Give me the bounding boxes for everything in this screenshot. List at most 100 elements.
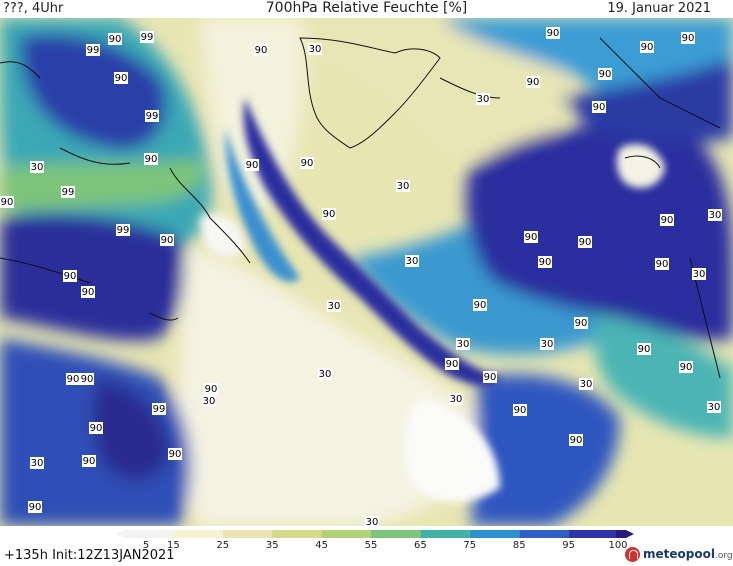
contour-label-90: 90	[513, 404, 527, 416]
legend-tick-label: 35	[266, 540, 279, 548]
svg-text:90: 90	[474, 300, 487, 311]
svg-text:30: 30	[708, 402, 721, 413]
svg-text:30: 30	[457, 339, 470, 350]
contour-label-90: 90	[538, 256, 552, 268]
legend-tick-label: 55	[365, 540, 378, 548]
legend-tick-label: 15	[167, 540, 180, 548]
meteopool-logo-icon	[625, 547, 640, 562]
contour-label-90: 90	[63, 270, 77, 282]
svg-text:30: 30	[693, 269, 706, 280]
contour-label-30: 30	[30, 457, 44, 469]
contour-label-99: 99	[152, 403, 166, 415]
svg-text:90: 90	[446, 359, 459, 370]
valid-date: 19. Januar 2021	[607, 1, 711, 16]
contour-label-90: 90	[681, 32, 695, 44]
contour-label-30: 30	[692, 268, 706, 280]
contour-label-90: 90	[445, 358, 459, 370]
legend-tick-label: 45	[315, 540, 328, 548]
map-header: ???, 4Uhr 700hPa Relative Feuchte [%] 19…	[0, 0, 733, 18]
contour-label-90: 90	[526, 76, 540, 88]
svg-text:99: 99	[87, 45, 100, 56]
legend-tick-label: 95	[562, 540, 575, 548]
contour-label-90: 90	[144, 153, 158, 165]
forecast-info: +135h Init:12Z13JAN2021	[4, 548, 175, 563]
legend-swatch	[371, 530, 421, 538]
contour-label-90: 90	[524, 231, 538, 243]
svg-text:90: 90	[570, 435, 583, 446]
svg-text:90: 90	[83, 456, 96, 467]
svg-text:30: 30	[450, 394, 463, 405]
contour-label-30: 30	[30, 161, 44, 173]
svg-text:90: 90	[323, 209, 336, 220]
contour-label-90: 90	[204, 383, 218, 395]
svg-text:90: 90	[29, 502, 42, 513]
svg-text:99: 99	[62, 187, 75, 198]
svg-text:30: 30	[397, 181, 410, 192]
legend-tick-label: 65	[414, 540, 427, 548]
contour-label-90: 90	[300, 157, 314, 169]
contour-label-30: 30	[405, 255, 419, 267]
run-label: ???, 4Uhr	[3, 1, 64, 16]
svg-text:90: 90	[638, 344, 651, 355]
legend-swatch	[321, 530, 371, 538]
contour-label-90: 90	[322, 208, 336, 220]
svg-text:30: 30	[31, 162, 44, 173]
contour-label-90: 90	[108, 33, 122, 45]
svg-text:90: 90	[115, 73, 128, 84]
contour-label-90: 90	[245, 159, 259, 171]
humidity-map: 90 99 99 90 30 90 90 90	[0, 18, 733, 526]
contour-label-99: 99	[145, 110, 159, 122]
svg-text:90: 90	[255, 45, 268, 56]
contour-label-90: 90	[660, 214, 674, 226]
svg-text:90: 90	[539, 257, 552, 268]
svg-text:90: 90	[246, 160, 259, 171]
svg-text:30: 30	[309, 44, 322, 55]
contour-label-30: 30	[327, 300, 341, 312]
svg-text:90: 90	[90, 423, 103, 434]
contour-label-30: 30	[707, 401, 721, 413]
contour-label-99: 99	[61, 186, 75, 198]
legend-swatch	[568, 530, 618, 538]
humidity-field	[0, 18, 733, 526]
svg-text:30: 30	[406, 256, 419, 267]
contour-labels: 90 99 99 90 30 90 90 90	[0, 27, 722, 526]
svg-text:99: 99	[117, 225, 130, 236]
svg-text:90: 90	[1, 197, 14, 208]
contour-label-90: 90	[483, 371, 497, 383]
coastlines	[0, 37, 721, 379]
svg-text:90: 90	[656, 259, 669, 270]
legend-tick-label: 75	[463, 540, 476, 548]
svg-text:90: 90	[682, 33, 695, 44]
svg-text:90: 90	[599, 69, 612, 80]
brand-name: meteopool	[643, 547, 715, 561]
svg-text:99: 99	[146, 111, 159, 122]
svg-text:90: 90	[525, 232, 538, 243]
legend: 5 15 25 35 45 55 65 75 85 95 100	[0, 526, 733, 566]
svg-text:90: 90	[661, 215, 674, 226]
svg-text:30: 30	[31, 458, 44, 469]
contour-label-90: 90	[160, 234, 174, 246]
svg-text:30: 30	[541, 339, 554, 350]
contour-label-30: 30	[456, 338, 470, 350]
svg-text:90: 90	[579, 237, 592, 248]
contour-label-99: 99	[86, 44, 100, 56]
svg-text:90: 90	[161, 235, 174, 246]
legend-swatch	[469, 530, 520, 538]
contour-label-30: 30	[308, 43, 322, 55]
svg-text:90: 90	[109, 34, 122, 45]
brand-logo: meteopool.org	[623, 545, 733, 565]
contour-label-30: 30	[202, 395, 216, 407]
svg-text:90: 90	[680, 362, 693, 373]
svg-text:90: 90	[301, 158, 314, 169]
contour-label-30: 30	[708, 209, 722, 221]
contour-label-90: 90	[592, 101, 606, 113]
legend-swatch	[616, 530, 626, 538]
contour-label-90: 90	[80, 373, 94, 385]
contour-label-90: 90	[546, 27, 560, 39]
svg-text:90: 90	[67, 374, 80, 385]
contour-label-90: 90	[89, 422, 103, 434]
contour-label-30: 30	[579, 378, 593, 390]
svg-text:90: 90	[527, 77, 540, 88]
contour-label-30: 30	[540, 338, 554, 350]
contour-label-90: 90	[114, 72, 128, 84]
